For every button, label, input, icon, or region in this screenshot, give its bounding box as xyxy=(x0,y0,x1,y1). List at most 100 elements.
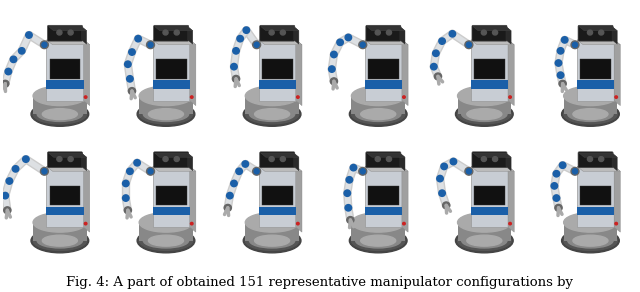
Polygon shape xyxy=(612,153,617,171)
Polygon shape xyxy=(351,96,405,114)
Ellipse shape xyxy=(509,96,511,98)
Ellipse shape xyxy=(253,41,260,48)
Polygon shape xyxy=(259,166,296,227)
Polygon shape xyxy=(614,166,620,232)
FancyBboxPatch shape xyxy=(260,152,295,168)
Ellipse shape xyxy=(231,180,237,187)
Ellipse shape xyxy=(224,204,232,211)
Ellipse shape xyxy=(174,157,179,161)
FancyBboxPatch shape xyxy=(47,80,84,88)
Ellipse shape xyxy=(588,30,593,35)
Polygon shape xyxy=(579,27,617,31)
Ellipse shape xyxy=(344,190,351,197)
Polygon shape xyxy=(47,166,90,171)
FancyBboxPatch shape xyxy=(577,206,614,215)
Ellipse shape xyxy=(356,233,401,248)
Ellipse shape xyxy=(356,107,401,121)
Ellipse shape xyxy=(163,30,168,35)
Ellipse shape xyxy=(403,96,405,98)
Polygon shape xyxy=(577,40,614,101)
Ellipse shape xyxy=(436,175,444,182)
Ellipse shape xyxy=(564,231,617,250)
Ellipse shape xyxy=(461,107,507,121)
FancyBboxPatch shape xyxy=(156,59,187,79)
Ellipse shape xyxy=(237,36,243,42)
Polygon shape xyxy=(139,96,193,114)
Polygon shape xyxy=(259,40,302,45)
FancyBboxPatch shape xyxy=(366,152,401,168)
Polygon shape xyxy=(81,153,86,171)
Ellipse shape xyxy=(564,86,617,106)
Polygon shape xyxy=(367,153,405,157)
Ellipse shape xyxy=(615,223,618,225)
FancyBboxPatch shape xyxy=(580,186,611,205)
Polygon shape xyxy=(245,96,299,114)
Ellipse shape xyxy=(243,102,301,126)
Polygon shape xyxy=(471,166,514,171)
Ellipse shape xyxy=(127,76,133,82)
Polygon shape xyxy=(402,166,408,232)
Ellipse shape xyxy=(22,156,29,162)
Polygon shape xyxy=(577,166,620,171)
FancyBboxPatch shape xyxy=(47,152,83,168)
Polygon shape xyxy=(84,40,90,106)
Ellipse shape xyxy=(328,66,335,72)
Ellipse shape xyxy=(458,213,511,232)
Ellipse shape xyxy=(461,233,507,248)
Ellipse shape xyxy=(68,30,73,35)
Ellipse shape xyxy=(42,109,77,120)
Ellipse shape xyxy=(10,56,17,62)
Ellipse shape xyxy=(573,109,608,120)
FancyBboxPatch shape xyxy=(578,25,613,41)
Ellipse shape xyxy=(254,169,259,174)
Polygon shape xyxy=(473,27,511,31)
Polygon shape xyxy=(296,40,302,106)
Ellipse shape xyxy=(598,157,604,161)
Polygon shape xyxy=(471,166,508,227)
FancyBboxPatch shape xyxy=(259,206,296,215)
Ellipse shape xyxy=(561,228,620,253)
Polygon shape xyxy=(400,153,405,171)
Ellipse shape xyxy=(435,73,442,80)
FancyBboxPatch shape xyxy=(368,59,399,79)
Polygon shape xyxy=(47,40,90,45)
Polygon shape xyxy=(579,153,617,157)
Ellipse shape xyxy=(12,166,19,172)
Polygon shape xyxy=(471,40,514,45)
Ellipse shape xyxy=(31,102,89,126)
Ellipse shape xyxy=(439,190,445,197)
Polygon shape xyxy=(245,223,299,241)
Ellipse shape xyxy=(191,223,193,225)
Ellipse shape xyxy=(337,39,343,46)
Ellipse shape xyxy=(269,30,274,35)
Ellipse shape xyxy=(127,168,133,175)
Polygon shape xyxy=(577,166,614,227)
Polygon shape xyxy=(33,96,86,114)
Ellipse shape xyxy=(330,78,337,85)
Polygon shape xyxy=(259,40,296,101)
FancyBboxPatch shape xyxy=(262,59,292,79)
Ellipse shape xyxy=(174,30,179,35)
Ellipse shape xyxy=(349,228,407,253)
Ellipse shape xyxy=(139,213,193,232)
Ellipse shape xyxy=(556,60,562,66)
FancyBboxPatch shape xyxy=(471,206,508,215)
Ellipse shape xyxy=(456,102,513,126)
FancyBboxPatch shape xyxy=(471,80,508,88)
Polygon shape xyxy=(47,40,84,101)
Polygon shape xyxy=(49,153,86,157)
Ellipse shape xyxy=(33,231,86,250)
Polygon shape xyxy=(260,153,299,157)
Ellipse shape xyxy=(465,168,473,175)
Ellipse shape xyxy=(458,86,511,106)
Ellipse shape xyxy=(564,105,617,124)
Polygon shape xyxy=(152,40,196,45)
Ellipse shape xyxy=(573,235,608,246)
Ellipse shape xyxy=(2,80,9,87)
Ellipse shape xyxy=(351,231,405,250)
FancyBboxPatch shape xyxy=(47,206,84,215)
Ellipse shape xyxy=(139,231,193,250)
FancyBboxPatch shape xyxy=(578,152,613,168)
Ellipse shape xyxy=(231,63,237,70)
Ellipse shape xyxy=(467,235,502,246)
